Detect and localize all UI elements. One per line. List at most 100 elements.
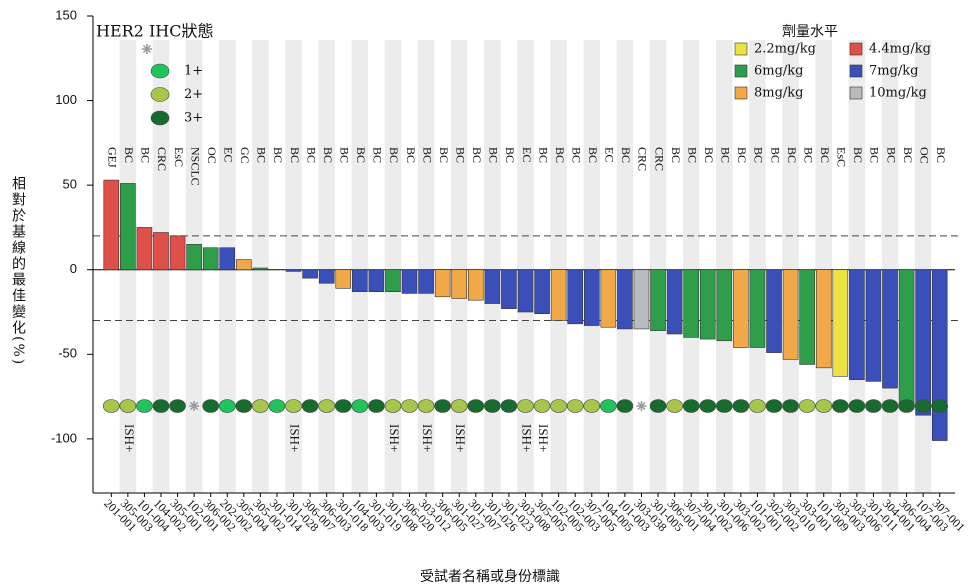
bar xyxy=(898,269,915,406)
tumor-type-label: BC xyxy=(669,147,683,163)
ihc-marker xyxy=(467,399,485,413)
y-tick-label: 150 xyxy=(55,7,77,22)
column-stripe xyxy=(417,40,435,493)
dose-legend-label: 6mg/kg xyxy=(754,64,804,79)
column-stripe xyxy=(649,40,667,493)
ish-label: ISH+ xyxy=(420,424,435,452)
bar xyxy=(434,269,451,298)
column-stripe xyxy=(285,40,302,493)
ihc-marker xyxy=(417,399,435,413)
ihc-legend-label: 1+ xyxy=(184,64,203,79)
y-tick-label: 100 xyxy=(55,92,77,107)
ihc-legend-swatch xyxy=(150,87,170,102)
tumor-type-label: BC xyxy=(122,147,136,163)
bar xyxy=(882,269,898,389)
bar xyxy=(467,269,484,301)
x-axis-label: 受試者名稱或身份標識 xyxy=(420,569,560,585)
ihc-marker xyxy=(285,399,302,413)
tumor-type-label: BC xyxy=(271,147,285,163)
bar xyxy=(716,269,733,342)
dose-legend-swatch xyxy=(849,42,863,56)
bar xyxy=(799,269,815,365)
ihc-marker xyxy=(682,399,700,413)
tumor-type-label: BC xyxy=(934,147,948,163)
tumor-type-label: BC xyxy=(901,147,915,163)
column-stripe xyxy=(815,40,833,493)
tumor-type-label: BC xyxy=(884,147,898,163)
ihc-marker xyxy=(500,399,518,413)
dose-legend-swatch xyxy=(849,86,863,100)
bar xyxy=(782,269,799,360)
tumor-type-label: BC xyxy=(553,147,567,163)
tumor-type-label: BC xyxy=(503,147,517,163)
ihc-marker xyxy=(898,399,915,413)
ihc-marker xyxy=(401,399,418,413)
tumor-type-label: GEJ xyxy=(106,147,120,168)
ihc-marker xyxy=(268,399,286,413)
column-stripe xyxy=(384,40,402,493)
ihc-marker xyxy=(749,399,766,413)
bar xyxy=(186,244,202,271)
ihc-marker xyxy=(583,399,601,413)
y-tick-label: -100 xyxy=(51,430,77,445)
bar xyxy=(136,227,153,271)
dose-legend-title: 劑量水平 xyxy=(782,23,838,40)
column-stripe xyxy=(450,40,468,493)
bar xyxy=(915,269,931,416)
ihc-marker xyxy=(865,399,882,413)
y-tick-label: -50 xyxy=(58,346,77,361)
tumor-type-label: BC xyxy=(139,147,153,163)
tumor-type-label: CRC xyxy=(155,147,169,171)
tumor-type-label: CRC xyxy=(636,147,650,171)
column-stripe xyxy=(517,40,534,493)
bar xyxy=(219,247,236,271)
ihc-marker xyxy=(384,399,402,413)
tumor-type-label: OC xyxy=(205,147,219,164)
tumor-type-label: BC xyxy=(487,147,501,163)
tumor-type-label: BC xyxy=(321,147,335,163)
ihc-legend-swatch xyxy=(150,110,170,126)
ihc-marker xyxy=(169,399,186,413)
ihc-marker xyxy=(616,399,634,413)
column-stripe xyxy=(749,40,766,493)
ihc-marker xyxy=(434,399,451,413)
bar xyxy=(733,269,749,348)
bar xyxy=(335,269,352,289)
ihc-marker xyxy=(649,399,667,413)
bar xyxy=(815,269,832,369)
ihc-legend-label: 2+ xyxy=(184,87,203,102)
tumor-type-label: CRC xyxy=(652,147,666,171)
column-stripe xyxy=(252,40,269,493)
tumor-type-label: BC xyxy=(785,147,799,163)
ihc-marker xyxy=(235,399,253,413)
tumor-type-label: GC xyxy=(238,147,252,164)
dose-legend-label: 8mg/kg xyxy=(754,86,804,101)
bar xyxy=(318,269,335,284)
ihc-marker xyxy=(600,399,617,413)
bar xyxy=(749,269,766,348)
ish-label: ISH+ xyxy=(453,424,468,452)
bar xyxy=(865,269,882,382)
tumor-type-label: EsC xyxy=(172,147,186,167)
tumor-type-label: NSCLC xyxy=(188,147,202,186)
bar xyxy=(484,269,501,304)
column-stripe xyxy=(682,40,700,493)
ihc-marker xyxy=(832,399,849,413)
bar xyxy=(285,269,302,272)
bar xyxy=(832,269,849,377)
column-stripe xyxy=(848,40,866,493)
column-stripe xyxy=(583,40,601,493)
bar xyxy=(153,232,169,271)
ihc-marker xyxy=(252,399,269,413)
bar xyxy=(385,269,401,293)
tumor-type-label: BC xyxy=(868,147,882,163)
bar xyxy=(120,183,136,271)
bar xyxy=(583,269,600,326)
ihc-marker xyxy=(102,399,120,413)
ihc-marker xyxy=(914,399,932,413)
ihc-marker xyxy=(351,399,369,413)
tumor-type-label: BC xyxy=(371,147,385,163)
tumor-type-label: BC xyxy=(619,147,633,163)
bar xyxy=(169,235,186,271)
